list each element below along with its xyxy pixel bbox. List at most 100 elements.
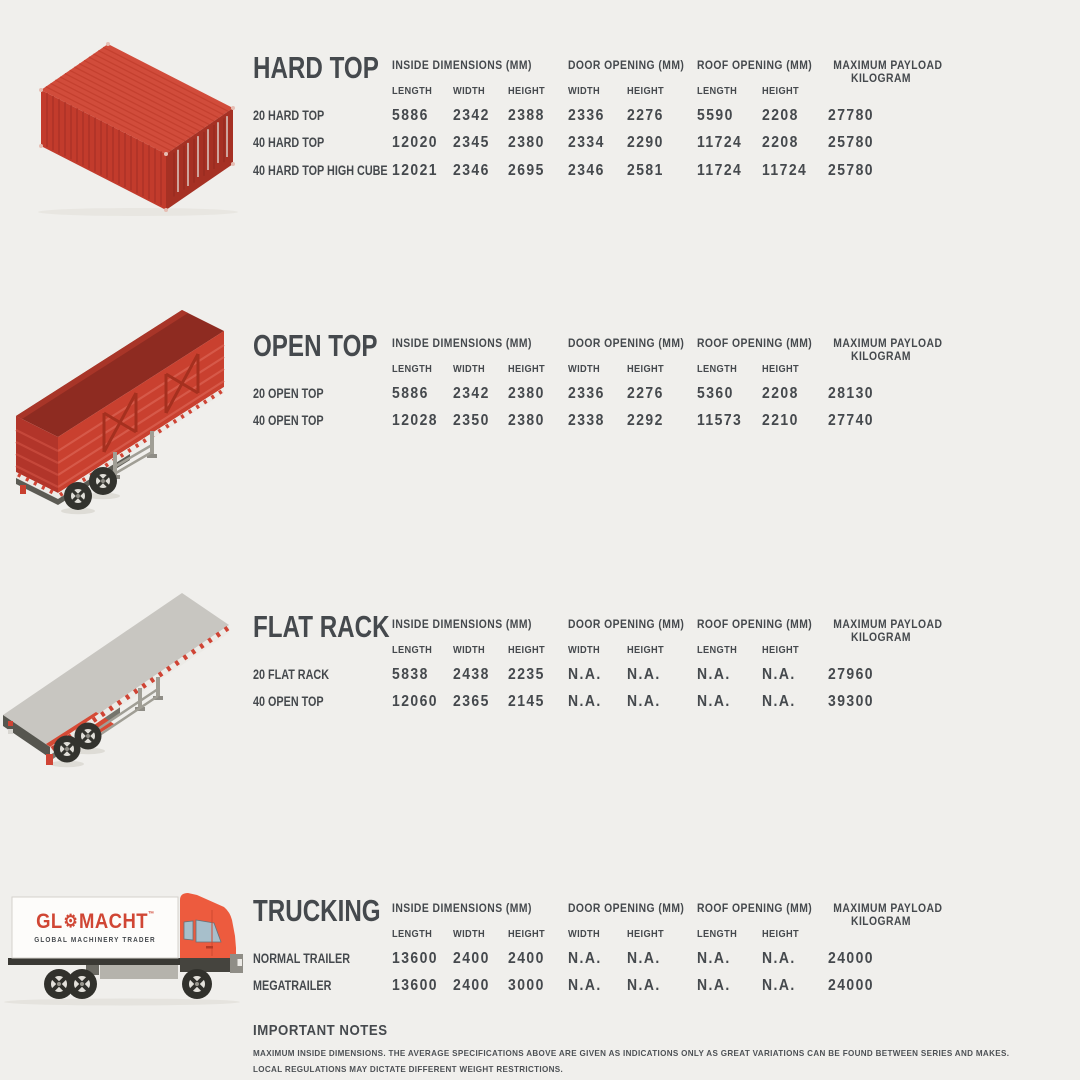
- cell-value: 5590: [697, 107, 734, 124]
- column-subheader: WIDTH: [453, 644, 486, 656]
- payload-column-header: MAXIMUM PAYLOAD KILOGRAM: [828, 619, 943, 645]
- cell-value: 2145: [508, 693, 545, 711]
- section-open-top: OPEN TOP INSIDE DIMENSIONS (MM) DOOR OPEN…: [253, 330, 993, 505]
- column-subheader: LENGTH: [697, 928, 738, 940]
- cell-value: N.A.: [627, 977, 661, 995]
- column-subheader: HEIGHT: [508, 363, 546, 375]
- cell-value: N.A.: [697, 977, 731, 995]
- payload-column-header: MAXIMUM PAYLOAD KILOGRAM: [828, 903, 942, 929]
- column-subheader: HEIGHT: [762, 85, 800, 97]
- cell-value: 39300: [828, 693, 874, 711]
- cell-value: N.A.: [568, 950, 602, 967]
- open-top-trailer-illustration: [0, 300, 240, 520]
- column-subheader: LENGTH: [392, 928, 433, 940]
- hard-top-container-graphic: [38, 42, 238, 216]
- section-trucking: TRUCKING INSIDE DIMENSIONS (MM) DOOR OPEN…: [253, 895, 993, 1070]
- cell-value: 2334: [568, 134, 605, 152]
- cell-value: 2380: [508, 412, 545, 430]
- glomacht-truck-illustration: [0, 880, 245, 1015]
- spec-table-flat-rack: INSIDE DIMENSIONS (MM) DOOR OPENING (MM) R…: [253, 611, 993, 786]
- cell-value: 2292: [627, 412, 664, 430]
- open-top-trailer-graphic: [15, 310, 225, 515]
- column-subheader: HEIGHT: [627, 928, 665, 940]
- column-group-header: INSIDE DIMENSIONS (MM): [392, 619, 532, 631]
- cell-value: 2581: [627, 161, 664, 179]
- cell-value: 2400: [453, 977, 490, 995]
- column-subheader: HEIGHT: [762, 363, 800, 375]
- cell-value: 2208: [762, 134, 799, 152]
- cell-value: 27960: [828, 666, 874, 683]
- column-group-header: ROOF OPENING (MM): [697, 619, 813, 631]
- cell-value: 2208: [762, 385, 799, 402]
- cell-value: 25780: [828, 161, 874, 179]
- row-label: 40 OPEN TOP: [253, 413, 324, 429]
- cell-value: N.A.: [697, 666, 731, 683]
- cell-value: 2208: [762, 107, 799, 124]
- cell-value: 12028: [392, 412, 438, 430]
- cell-value: N.A.: [762, 950, 796, 967]
- cell-value: 24000: [828, 977, 874, 995]
- spec-table-open-top: INSIDE DIMENSIONS (MM) DOOR OPENING (MM) R…: [253, 330, 993, 505]
- payload-header-line: MAXIMUM PAYLOAD: [833, 619, 943, 631]
- cell-value: 12021: [392, 161, 438, 179]
- column-subheader: HEIGHT: [627, 644, 665, 656]
- cell-value: 2336: [568, 107, 605, 124]
- cell-value: 2276: [627, 107, 664, 124]
- column-subheader: LENGTH: [392, 363, 433, 375]
- payload-column-header: MAXIMUM PAYLOAD KILOGRAM: [828, 60, 942, 86]
- column-group-header: ROOF OPENING (MM): [697, 60, 813, 72]
- column-group-header: ROOF OPENING (MM): [697, 903, 813, 915]
- cell-value: 28130: [828, 385, 874, 402]
- spec-table-trucking: INSIDE DIMENSIONS (MM) DOOR OPENING (MM) R…: [253, 895, 993, 1070]
- payload-header-line: KILOGRAM: [851, 916, 911, 928]
- cell-value: 2380: [508, 134, 545, 152]
- cell-value: 5838: [392, 666, 429, 683]
- cell-value: 2695: [508, 161, 545, 179]
- column-subheader: LENGTH: [697, 85, 738, 97]
- cell-value: 2342: [453, 385, 490, 402]
- cell-value: 2338: [568, 412, 605, 430]
- row-label: 20 OPEN TOP: [253, 386, 324, 401]
- notes-body: MAXIMUM INSIDE DIMENSIONS. THE AVERAGE S…: [253, 1046, 1043, 1077]
- payload-header-line: KILOGRAM: [851, 73, 911, 85]
- cell-value: 2438: [453, 666, 490, 683]
- column-group-header: DOOR OPENING (MM): [568, 903, 685, 915]
- cell-value: 2235: [508, 666, 545, 683]
- column-subheader: HEIGHT: [508, 928, 546, 940]
- brand-text-right: MACHT: [78, 910, 148, 933]
- cell-value: 2346: [453, 161, 490, 179]
- notes-title: IMPORTANT NOTES: [253, 1022, 388, 1039]
- column-subheader: WIDTH: [453, 85, 486, 97]
- payload-header-line: KILOGRAM: [851, 351, 911, 363]
- note-line: LOCAL REGULATIONS MAY DICTATE DIFFERENT …: [253, 1063, 564, 1074]
- cell-value: 11724: [697, 161, 743, 179]
- section-flat-rack: FLAT RACK INSIDE DIMENSIONS (MM) DOOR OPE…: [253, 611, 993, 786]
- note-line: MAXIMUM INSIDE DIMENSIONS. THE AVERAGE S…: [253, 1048, 1010, 1058]
- column-subheader: WIDTH: [568, 644, 601, 656]
- flat-rack-trailer-illustration: [0, 592, 240, 777]
- column-subheader: WIDTH: [453, 363, 486, 375]
- cell-value: 24000: [828, 950, 874, 967]
- column-group-header: DOOR OPENING (MM): [568, 60, 685, 72]
- cell-value: 2276: [627, 385, 664, 402]
- spec-table-hard-top: INSIDE DIMENSIONS (MM) DOOR OPENING (MM) R…: [253, 52, 993, 227]
- cell-value: 2380: [508, 385, 545, 402]
- cell-value: 2400: [508, 950, 545, 967]
- cell-value: N.A.: [762, 977, 796, 995]
- column-subheader: LENGTH: [392, 85, 433, 97]
- cell-value: 2342: [453, 107, 490, 124]
- cell-value: 2346: [568, 161, 605, 179]
- payload-header-line: KILOGRAM: [851, 632, 911, 644]
- cell-value: 11573: [697, 412, 743, 430]
- cell-value: 27780: [828, 107, 874, 124]
- cell-value: N.A.: [697, 950, 731, 967]
- cell-value: N.A.: [568, 693, 602, 711]
- cell-value: 11724: [762, 161, 808, 179]
- brand-wordmark: GL⚙MACHT™: [28, 911, 163, 933]
- cell-value: N.A.: [627, 666, 661, 683]
- cell-value: 13600: [392, 977, 438, 995]
- column-subheader: WIDTH: [453, 928, 486, 940]
- section-title: FLAT RACK: [253, 609, 390, 644]
- row-label: 40 HARD TOP HIGH CUBE: [253, 162, 388, 178]
